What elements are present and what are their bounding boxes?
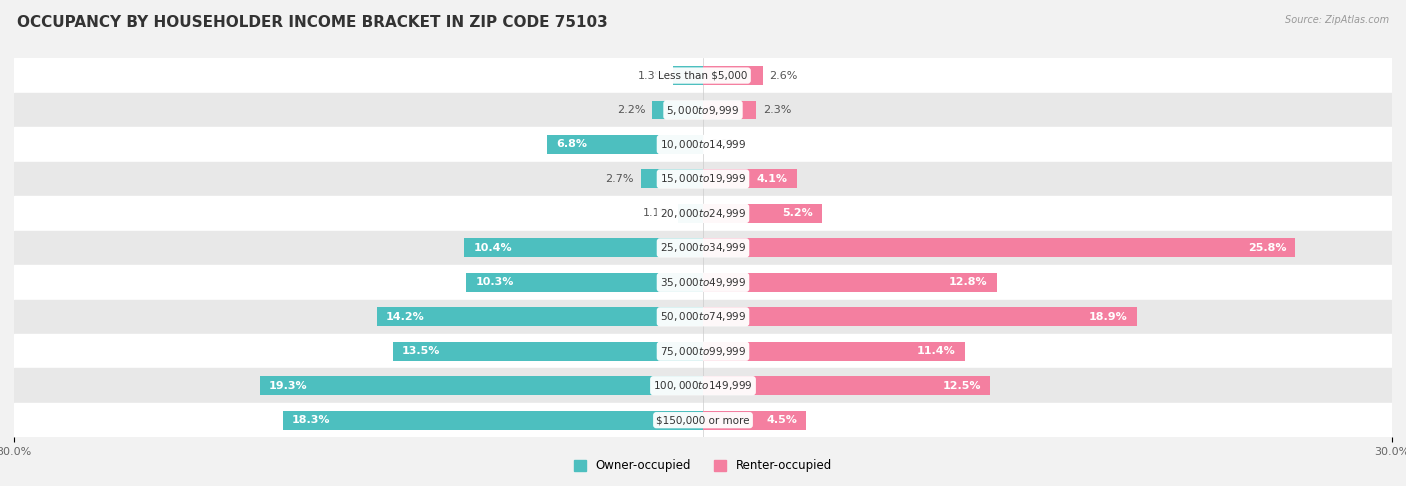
Bar xyxy=(14,93,1392,127)
Text: Less than $5,000: Less than $5,000 xyxy=(658,70,748,81)
Bar xyxy=(703,342,965,361)
Text: 4.5%: 4.5% xyxy=(766,415,797,425)
Text: 25.8%: 25.8% xyxy=(1247,243,1286,253)
Bar xyxy=(14,58,1392,93)
Text: 2.2%: 2.2% xyxy=(617,105,645,115)
Bar xyxy=(678,204,703,223)
Bar xyxy=(283,411,703,430)
Bar xyxy=(703,170,797,189)
Bar xyxy=(467,273,703,292)
Bar xyxy=(260,376,703,395)
Bar xyxy=(703,411,807,430)
Text: $35,000 to $49,999: $35,000 to $49,999 xyxy=(659,276,747,289)
Text: $50,000 to $74,999: $50,000 to $74,999 xyxy=(659,310,747,323)
Bar xyxy=(14,231,1392,265)
Bar xyxy=(392,342,703,361)
Bar xyxy=(652,101,703,120)
Text: 18.9%: 18.9% xyxy=(1090,312,1128,322)
Bar xyxy=(14,368,1392,403)
Bar xyxy=(14,162,1392,196)
Bar xyxy=(547,135,703,154)
Bar xyxy=(14,127,1392,162)
Text: 2.7%: 2.7% xyxy=(606,174,634,184)
Bar xyxy=(703,273,997,292)
Bar xyxy=(14,265,1392,299)
Text: 1.1%: 1.1% xyxy=(643,208,671,218)
Bar xyxy=(703,101,756,120)
Text: 0.0%: 0.0% xyxy=(710,139,738,150)
Text: $25,000 to $34,999: $25,000 to $34,999 xyxy=(659,242,747,254)
Bar xyxy=(703,66,762,85)
Text: 6.8%: 6.8% xyxy=(555,139,588,150)
Bar xyxy=(377,307,703,326)
Text: $100,000 to $149,999: $100,000 to $149,999 xyxy=(654,379,752,392)
Text: 10.3%: 10.3% xyxy=(475,278,515,287)
Bar xyxy=(703,376,990,395)
Bar xyxy=(703,204,823,223)
Legend: Owner-occupied, Renter-occupied: Owner-occupied, Renter-occupied xyxy=(569,454,837,477)
Text: 1.3%: 1.3% xyxy=(638,70,666,81)
Text: 2.6%: 2.6% xyxy=(769,70,799,81)
Text: 19.3%: 19.3% xyxy=(269,381,308,391)
Text: OCCUPANCY BY HOUSEHOLDER INCOME BRACKET IN ZIP CODE 75103: OCCUPANCY BY HOUSEHOLDER INCOME BRACKET … xyxy=(17,15,607,30)
Text: Source: ZipAtlas.com: Source: ZipAtlas.com xyxy=(1285,15,1389,25)
Text: 10.4%: 10.4% xyxy=(474,243,512,253)
Text: $10,000 to $14,999: $10,000 to $14,999 xyxy=(659,138,747,151)
Bar xyxy=(14,299,1392,334)
Bar xyxy=(641,170,703,189)
Text: $150,000 or more: $150,000 or more xyxy=(657,415,749,425)
Text: 14.2%: 14.2% xyxy=(387,312,425,322)
Text: $15,000 to $19,999: $15,000 to $19,999 xyxy=(659,173,747,186)
Bar xyxy=(703,239,1295,258)
Text: $5,000 to $9,999: $5,000 to $9,999 xyxy=(666,104,740,117)
Text: 4.1%: 4.1% xyxy=(756,174,787,184)
Bar xyxy=(14,334,1392,368)
Bar xyxy=(14,196,1392,231)
Text: 11.4%: 11.4% xyxy=(917,346,956,356)
Bar xyxy=(14,403,1392,437)
Bar xyxy=(464,239,703,258)
Text: 18.3%: 18.3% xyxy=(292,415,330,425)
Text: 12.8%: 12.8% xyxy=(949,278,988,287)
Text: 2.3%: 2.3% xyxy=(762,105,792,115)
Text: 12.5%: 12.5% xyxy=(942,381,981,391)
Text: $20,000 to $24,999: $20,000 to $24,999 xyxy=(659,207,747,220)
Text: $75,000 to $99,999: $75,000 to $99,999 xyxy=(659,345,747,358)
Text: 13.5%: 13.5% xyxy=(402,346,440,356)
Bar xyxy=(703,307,1137,326)
Text: 5.2%: 5.2% xyxy=(783,208,813,218)
Bar xyxy=(673,66,703,85)
